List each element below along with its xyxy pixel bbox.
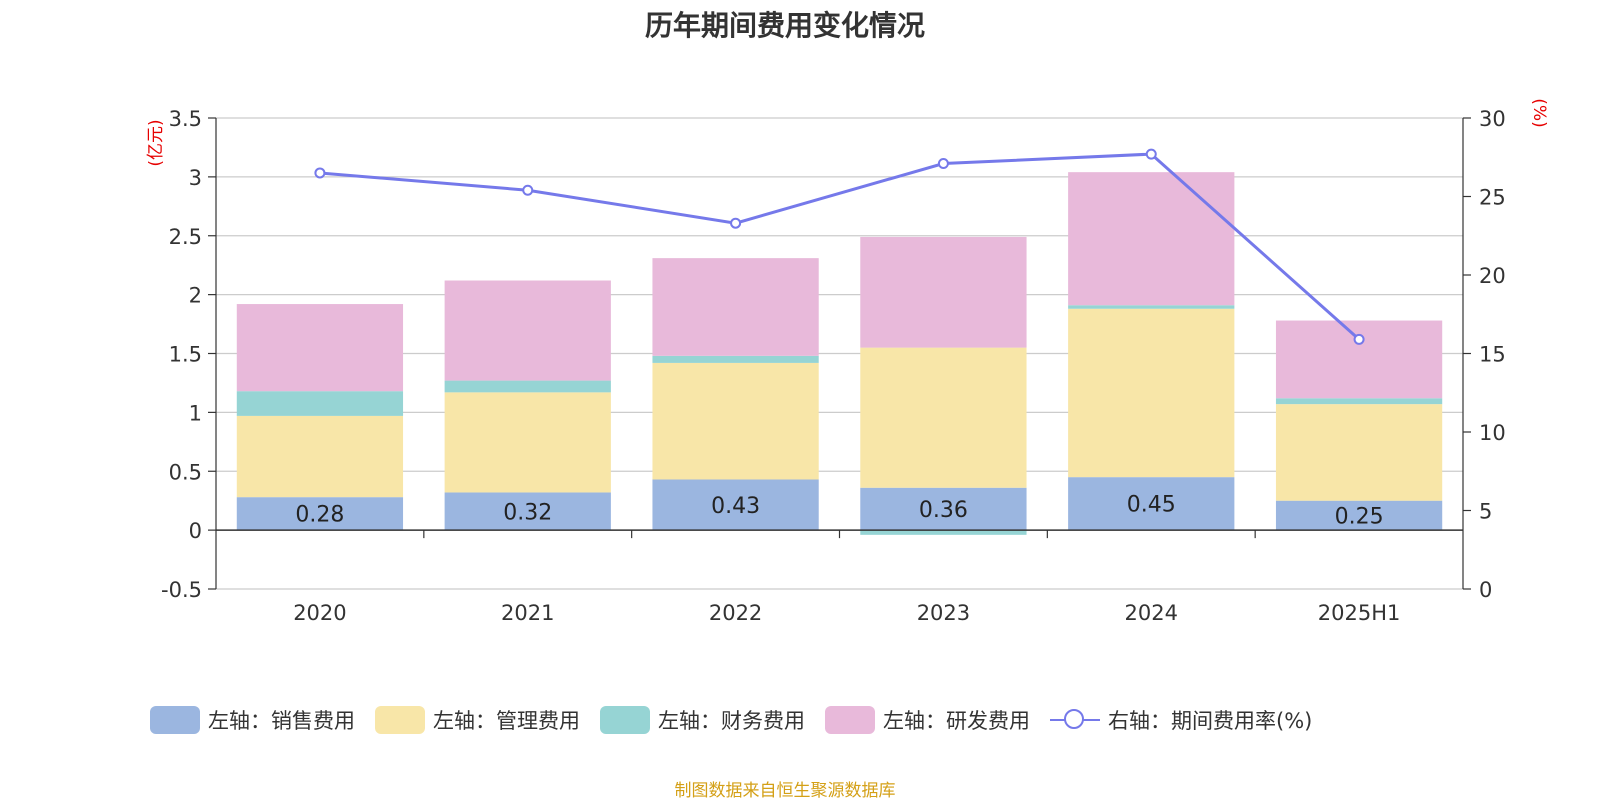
legend-item-expense-rate[interactable]: 右轴：期间费用率(%) — [1050, 705, 1312, 735]
legend-label-expense-rate: 右轴：期间费用率(%) — [1108, 709, 1313, 733]
legend-item-rnd[interactable]: 左轴：研发费用 — [825, 705, 1030, 735]
bar-segment-3 — [444, 380, 611, 393]
legend-label-admin: 左轴：管理费用 — [433, 709, 580, 733]
y-right-tick-label: 20 — [1479, 264, 1506, 288]
bar-segment-4 — [444, 280, 611, 381]
bar-data-label: 0.32 — [503, 500, 552, 525]
y-right-tick-label: 30 — [1479, 107, 1506, 131]
y-left-tick-label: 1 — [189, 401, 202, 425]
y-left-tick-label: 2 — [189, 284, 202, 308]
bar-segment-4 — [860, 236, 1027, 348]
bar-segment-2 — [860, 347, 1027, 488]
legend-swatch-finance — [600, 706, 650, 734]
bar-segment-3 — [236, 391, 404, 416]
y-left-tick-label: -0.5 — [161, 578, 202, 602]
legend-swatch-admin — [375, 706, 425, 734]
expense-rate-point — [937, 158, 949, 170]
bar-segment-4 — [1068, 172, 1235, 306]
x-tick-label: 2022 — [709, 601, 762, 625]
bar-data-label: 0.45 — [1127, 493, 1176, 518]
x-tick-label: 2021 — [501, 601, 554, 625]
y-left-tick-label: 2.5 — [169, 225, 202, 249]
y-right-tick-label: 25 — [1479, 186, 1506, 210]
bar-data-label: 0.28 — [295, 503, 344, 528]
bar-segment-1 — [236, 497, 404, 531]
chart-title: 历年期间费用变化情况 — [644, 9, 925, 42]
legend-label-finance: 左轴：财务费用 — [658, 709, 805, 733]
legend-item-sales[interactable]: 左轴：销售费用 — [150, 705, 355, 735]
bar-segment-3 — [1068, 305, 1235, 309]
legend-swatch-rnd — [825, 706, 875, 734]
expense-rate-point — [522, 184, 534, 196]
chart-canvas: -0.5 0 0.5 1 1.5 2 2.5 3 3.5 0 5 10 15 20 25 30 (亿元) (%) 0… — [146, 98, 1549, 625]
bar-segment-4 — [652, 258, 819, 356]
y-right-tick-label: 0 — [1479, 578, 1492, 602]
bar-segment-4 — [236, 304, 404, 392]
expense-rate-point — [1353, 333, 1365, 345]
bar-data-label: 0.36 — [919, 498, 968, 523]
x-tick-label: 2025H1 — [1318, 601, 1401, 625]
y-left-unit: (亿元) — [146, 119, 166, 166]
bar-segment-3 — [860, 530, 1027, 535]
bar-segment-1 — [1068, 477, 1235, 531]
bar-segment-2 — [444, 392, 611, 493]
legend: 左轴：销售费用 左轴：管理费用 左轴：财务费用 左轴：研发费用 右轴：期间费用率… — [150, 700, 1332, 740]
bar-segment-1 — [652, 479, 819, 531]
bar-segment-2 — [1275, 404, 1443, 501]
expense-rate-point — [730, 217, 742, 229]
y-left-tick-label: 3 — [189, 166, 202, 190]
bar-segment-4 — [1275, 320, 1443, 399]
x-tick-label: 2023 — [917, 601, 970, 625]
legend-swatch-sales — [150, 706, 200, 734]
expense-rate-line — [319, 152, 1361, 341]
y-left-tick-label: 0 — [189, 519, 202, 543]
bar-segment-1 — [444, 492, 611, 531]
y-left-tick-label: 0.5 — [169, 460, 202, 484]
legend-label-rnd: 左轴：研发费用 — [883, 709, 1030, 733]
bar-segment-1 — [1275, 500, 1443, 531]
y-right-tick-label: 10 — [1479, 421, 1506, 445]
y-right-unit: (%) — [1529, 98, 1549, 127]
y-right-tick-label: 15 — [1479, 343, 1506, 367]
bar-segment-3 — [1275, 398, 1443, 405]
bar-segment-3 — [652, 355, 819, 363]
bar-segment-2 — [1068, 308, 1235, 478]
y-right-tick-label: 5 — [1479, 500, 1492, 524]
bar-data-label: 0.25 — [1335, 504, 1384, 529]
legend-swatch-expense-rate — [1050, 706, 1100, 734]
bar-segment-1 — [860, 487, 1027, 531]
legend-item-finance[interactable]: 左轴：财务费用 — [600, 705, 805, 735]
x-tick-label: 2020 — [293, 601, 346, 625]
source-note: 制图数据来自恒生聚源数据库 — [674, 781, 896, 801]
bar-segment-2 — [236, 415, 404, 498]
y-left-tick-label: 3.5 — [169, 107, 202, 131]
bar-segment-2 — [652, 362, 819, 480]
legend-label-sales: 左轴：销售费用 — [208, 709, 355, 733]
legend-item-admin[interactable]: 左轴：管理费用 — [375, 705, 580, 735]
bar-data-label: 0.43 — [711, 494, 760, 519]
expense-rate-point — [314, 167, 326, 179]
expense-rate-point — [1145, 148, 1157, 160]
x-tick-label: 2024 — [1125, 601, 1178, 625]
y-left-tick-label: 1.5 — [169, 343, 202, 367]
